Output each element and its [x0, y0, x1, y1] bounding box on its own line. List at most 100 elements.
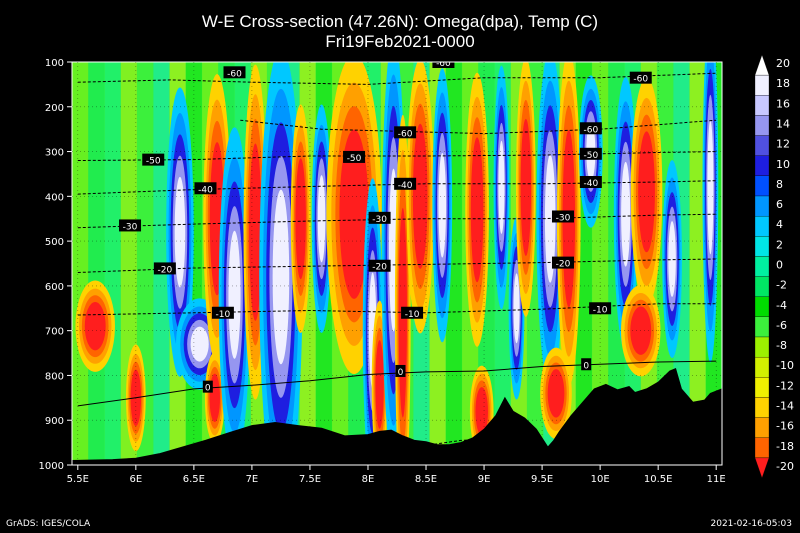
upward-motion-cell — [707, 120, 714, 255]
chart-subtitle: Fri19Feb2021-0000 — [325, 32, 475, 51]
colorbar-swatch — [754, 195, 770, 217]
downward-motion-cell — [638, 131, 655, 253]
y-tick-label: 200 — [45, 103, 64, 114]
isotherm-label-bg — [579, 176, 602, 189]
downward-motion-cell — [475, 387, 488, 436]
isotherm-label-text: -30 — [123, 222, 138, 232]
colorbar-label: -12 — [776, 379, 794, 392]
y-tick-label: 800 — [45, 371, 64, 382]
x-tick-label: 8.5E — [415, 474, 437, 485]
isotherm-label-text: -50 — [146, 157, 161, 167]
colorbar-label: 18 — [776, 77, 790, 90]
downward-motion-cell — [470, 137, 484, 283]
downward-motion-cell — [84, 302, 106, 351]
isotherm-label-bg — [579, 122, 602, 135]
y-tick-label: 600 — [45, 282, 64, 293]
isotherm-label-text: -60 — [583, 125, 598, 135]
omega-background-band — [72, 62, 89, 465]
y-tick-label: 400 — [45, 192, 64, 203]
colorbar-label: 16 — [776, 97, 790, 110]
colorbar-swatch — [754, 437, 770, 459]
colorbar-label: 4 — [776, 218, 783, 231]
colorbar-label: -16 — [776, 420, 794, 433]
isotherm-label-text: -60 — [398, 129, 413, 139]
isotherm-label-bg — [211, 306, 234, 319]
isotherm-label: -50 — [343, 150, 366, 164]
isotherm-label-text: -50 — [347, 154, 362, 164]
x-tick-label: 11E — [707, 474, 726, 485]
colorbar-label: -4 — [776, 299, 787, 312]
isotherm-label-bg — [343, 150, 366, 163]
colorbar-swatch — [754, 135, 770, 156]
colorbar-label: 12 — [776, 138, 790, 151]
isotherm-label-bg — [589, 302, 612, 315]
upward-motion-cell — [513, 273, 520, 344]
colorbar-swatch — [754, 316, 770, 338]
colorbar-label: -6 — [776, 319, 787, 332]
isotherm-label-bg — [551, 210, 574, 223]
isotherm-line — [77, 303, 717, 316]
isotherm-label: -60 — [629, 71, 652, 85]
isotherm-label-bg — [432, 62, 455, 68]
isotherm-label-bg — [401, 306, 424, 319]
upward-motion-cell — [498, 140, 505, 234]
isotherm-label-bg — [153, 262, 176, 275]
x-tick-label: 8E — [362, 474, 375, 485]
colorbar-cap-bottom — [754, 457, 770, 479]
colorbar-swatch — [754, 276, 770, 297]
isotherm-label: -20 — [153, 262, 176, 275]
isotherm-line — [77, 258, 717, 273]
x-tick-label: 10.5E — [644, 474, 673, 485]
isotherm-label: 0 — [581, 358, 592, 371]
y-tick-label: 100 — [45, 58, 64, 69]
isotherm-label: -50 — [579, 147, 602, 161]
upward-motion-cell — [174, 176, 186, 288]
plot-frame — [71, 61, 723, 466]
y-tick-label: 700 — [45, 327, 64, 338]
isotherm-label-text: -40 — [398, 181, 413, 191]
colorbar-label: -8 — [776, 339, 787, 352]
isotherm-label: -40 — [394, 177, 417, 191]
x-tick-label: 5.5E — [67, 474, 89, 485]
colorbar-label: 6 — [776, 198, 783, 211]
isotherm-label-text: -10 — [405, 310, 420, 320]
isotherm-label-bg — [368, 211, 391, 224]
colorbar-swatch — [754, 155, 770, 177]
upward-motion-cell — [272, 189, 290, 365]
isotherm-label-bg — [395, 364, 406, 377]
isotherm-label: -60 — [579, 122, 602, 135]
isotherm-label-text: 0 — [205, 384, 211, 394]
colorbar-label: 0 — [776, 259, 783, 272]
isotherm-label-text: -10 — [216, 310, 231, 320]
colorbar-label: -20 — [776, 460, 794, 473]
colorbar-label: 8 — [776, 178, 783, 191]
footer-timestamp: 2021-02-16-05:03 — [710, 519, 793, 529]
axes: 5.5E 6E 6.5E 7E 7.5E 8E 8.5E 9E 9.5E 10E 10.5E 11E 1… — [39, 58, 726, 485]
isotherm-label-text: -60 — [436, 59, 451, 69]
colorbar-swatch — [754, 95, 770, 116]
x-tick-label: 9.5E — [531, 474, 553, 485]
isotherm-label-text: -60 — [227, 69, 242, 79]
isotherm-line — [240, 119, 717, 135]
colorbar-swatch — [754, 377, 770, 398]
isotherm-label: -20 — [368, 259, 391, 273]
colorbar-label: 2 — [776, 238, 783, 251]
colorbar-label: 10 — [776, 158, 790, 171]
isotherm-label-bg — [581, 358, 592, 371]
downward-motion-cell — [295, 158, 306, 280]
colorbar-swatch — [754, 175, 770, 197]
chart-title-block: W-E Cross-section (47.26N): Omega(dpa), … — [0, 12, 800, 52]
isotherm-line — [77, 213, 717, 229]
isotherm-label-bg — [394, 177, 417, 190]
downward-motion-cell — [547, 369, 565, 418]
isotherm-label-bg — [394, 126, 417, 139]
isotherm-label-text: -20 — [556, 260, 571, 270]
chart-title: W-E Cross-section (47.26N): Omega(dpa), … — [201, 12, 599, 31]
temperature-isotherms: -60 -60 -60 -60 -60 -50 -50 -50 -40 -40 -40 -30 -30 -… — [77, 59, 717, 456]
isotherm-label: -20 — [551, 256, 574, 270]
isotherm-line — [77, 151, 717, 161]
isotherm-label-bg — [368, 259, 391, 272]
isotherm-label: -40 — [194, 182, 217, 195]
omega-background-band — [689, 62, 706, 465]
colorbar-label: 14 — [776, 118, 790, 131]
